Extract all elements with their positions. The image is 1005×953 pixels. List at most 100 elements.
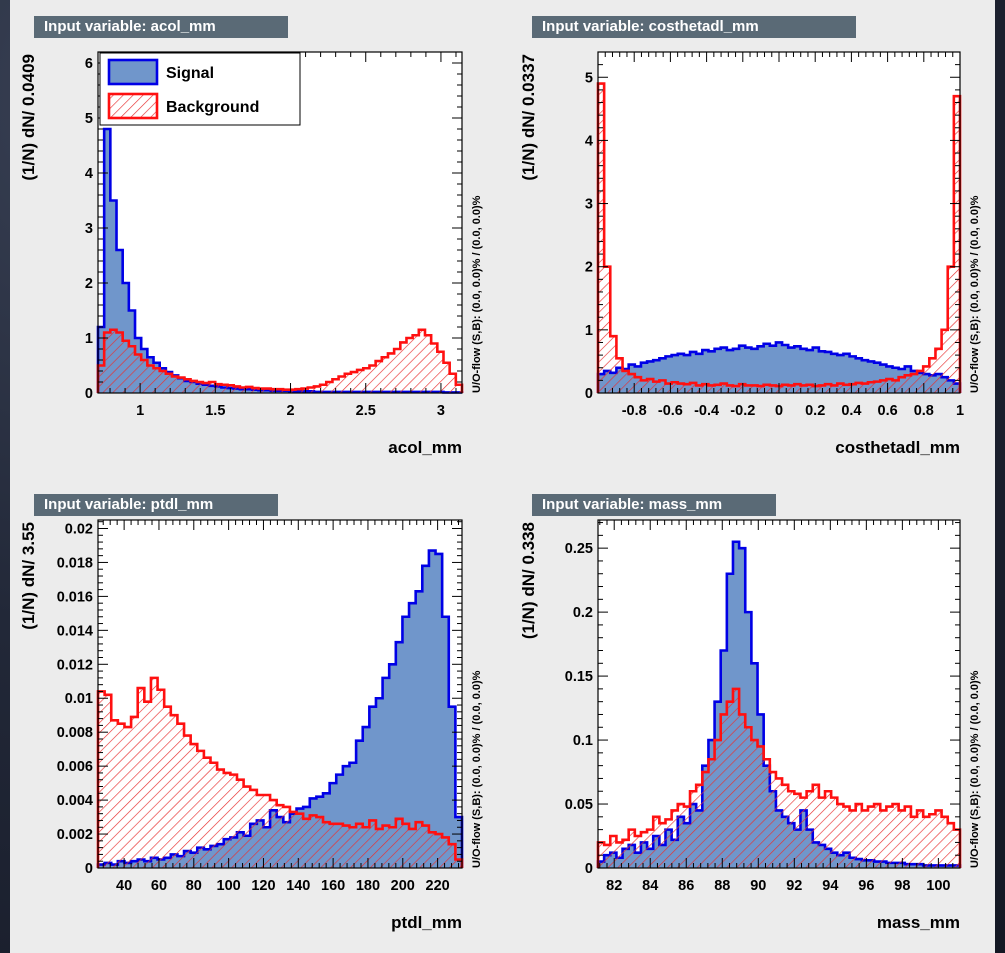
x-tick-label: 86 [678, 878, 694, 894]
y-tick-label: 0.02 [65, 521, 93, 537]
legend-background-label: Background [166, 99, 259, 116]
signal-fill [98, 550, 462, 868]
y-axis-label: (1/N) dN/ 3.55 [19, 522, 38, 630]
x-tick-label: 100 [926, 878, 950, 894]
y-tick-label: 0.006 [57, 759, 93, 775]
x-axis-label: acol_mm [388, 438, 462, 457]
y-tick-label: 5 [585, 70, 593, 86]
panel-title-ptdl: Input variable: ptdl_mm [34, 494, 278, 516]
plot-frame [97, 51, 463, 394]
y-tick-label: 0 [85, 386, 93, 402]
legend-signal-swatch [107, 58, 159, 86]
y-tick-label: 0.004 [57, 793, 93, 809]
y-tick-label: 0.1 [573, 733, 593, 749]
legend-background-swatch [107, 92, 159, 120]
x-tick-label: 0.6 [878, 403, 898, 419]
overflow-label: U/O-flow (S,B): (0.0, 0.0)% / (0.0, 0.0)… [471, 195, 483, 393]
background-histogram [596, 82, 962, 393]
background-histogram [596, 687, 962, 868]
y-tick-label: 0 [585, 861, 593, 877]
y-tick-label: 0.002 [57, 827, 93, 843]
y-tick-label: 0.018 [57, 555, 93, 571]
x-tick-label: 120 [251, 878, 275, 894]
plot-frame [597, 519, 961, 869]
signal-histogram [596, 341, 962, 393]
x-tick-label: 1 [956, 403, 964, 419]
x-tick-label: 94 [822, 878, 838, 894]
x-tick-label: 0.2 [805, 403, 825, 419]
y-axis-label: (1/N) dN/ 0.0409 [19, 54, 38, 181]
y-tick-label: 0.014 [57, 623, 93, 639]
x-tick-label: -0.6 [658, 403, 683, 419]
x-tick-label: -0.8 [622, 403, 647, 419]
y-tick-label: 4 [85, 166, 93, 182]
y-axis-label: (1/N) dN/ 0.338 [519, 522, 538, 639]
x-tick-label: 1 [136, 403, 144, 419]
x-tick-label: 82 [606, 878, 622, 894]
plot-acol: 1 1.5 2 2.5 3 0 1 2 3 4 5 6 acol_mm (1/N) dN/ 0.0409 U… [19, 51, 483, 457]
x-tick-label: 1.5 [205, 403, 225, 419]
plot-frame [97, 519, 463, 869]
x-tick-label: -0.2 [730, 403, 755, 419]
x-tick-label: 96 [858, 878, 874, 894]
y-tick-label: 0 [585, 386, 593, 402]
panel-title-mass: Input variable: mass_mm [532, 494, 776, 516]
panel-title-costhetadl: Input variable: costhetadl_mm [532, 16, 856, 38]
x-tick-label: 2.5 [356, 403, 376, 419]
plot-ptdl: 40 60 80 100 120 140 160 180 200 220 0 0.002 0.004 0.… [19, 519, 483, 932]
y-tick-label: 0.012 [57, 657, 93, 673]
background-hatch [98, 677, 462, 868]
y-tick-label: 0.008 [57, 725, 93, 741]
panel-title-acol: Input variable: acol_mm [34, 16, 288, 38]
y-tick-label: 3 [85, 221, 93, 237]
x-tick-label: 3 [437, 403, 445, 419]
y-tick-label: 1 [85, 331, 93, 347]
y-tick-label: 4 [585, 133, 593, 149]
histogram-plots: 1 1.5 2 2.5 3 0 1 2 3 4 5 6 acol_mm (1/N) dN/ 0.0409 U… [19, 51, 981, 932]
y-tick-label: 3 [585, 197, 593, 213]
x-tick-label: 100 [217, 878, 241, 894]
x-tick-label: 60 [151, 878, 167, 894]
x-tick-label: 98 [894, 878, 910, 894]
x-tick-label: 90 [750, 878, 766, 894]
y-tick-label: 0 [85, 861, 93, 877]
x-axis-label: mass_mm [877, 913, 960, 932]
x-tick-label: 92 [786, 878, 802, 894]
x-axis-label: ptdl_mm [391, 913, 462, 932]
x-tick-label: 200 [391, 878, 415, 894]
x-tick-label: -0.4 [694, 403, 719, 419]
y-tick-label: 1 [585, 323, 593, 339]
overflow-label: U/O-flow (S,B): (0.0, 0.0)% / (0.0, 0.0)… [969, 195, 981, 393]
plot-costhetadl: -0.8 -0.6 -0.4 -0.2 0 0.2 0.4 0.6 0.8 1 0 1 2 3 4 5 cost… [519, 51, 981, 457]
y-axis-label: (1/N) dN/ 0.0337 [519, 54, 538, 181]
x-tick-label: 88 [714, 878, 730, 894]
x-tick-label: 2 [286, 403, 294, 419]
y-tick-label: 0.01 [65, 691, 93, 707]
figure-sheet: Input variable: acol_mm Input variable: … [10, 0, 995, 953]
plot-mass: 82 84 86 88 90 92 94 96 98 100 0 0.05 0.1 0.15 0.2 0.25… [519, 519, 981, 932]
x-tick-label: 180 [356, 878, 380, 894]
x-tick-label: 40 [116, 878, 132, 894]
background-hatch [98, 329, 462, 393]
x-tick-label: 0.4 [841, 403, 861, 419]
x-tick-label: 0 [775, 403, 783, 419]
y-tick-label: 5 [85, 111, 93, 127]
y-tick-label: 2 [585, 260, 593, 276]
background-histogram [96, 328, 464, 393]
x-tick-label: 0.8 [914, 403, 934, 419]
x-tick-label: 84 [642, 878, 658, 894]
y-tick-label: 0.15 [565, 669, 593, 685]
x-axis-label: costhetadl_mm [835, 438, 960, 457]
y-tick-label: 0.016 [57, 589, 93, 605]
y-tick-label: 2 [85, 276, 93, 292]
legend-signal-label: Signal [166, 65, 214, 82]
x-tick-label: 220 [426, 878, 450, 894]
y-tick-label: 0.05 [565, 797, 593, 813]
background-histogram [96, 676, 464, 868]
overflow-label: U/O-flow (S,B): (0.0, 0.0)% / (0.0, 0.0)… [471, 670, 483, 868]
legend: Signal Background [99, 52, 301, 126]
overflow-label: U/O-flow (S,B): (0.0, 0.0)% / (0.0, 0.0)… [969, 670, 981, 868]
plot-area [598, 52, 960, 393]
x-tick-label: 160 [321, 878, 345, 894]
